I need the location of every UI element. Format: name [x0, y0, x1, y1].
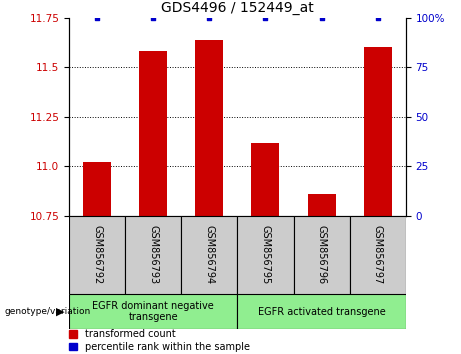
Bar [307, 194, 336, 216]
Bar [364, 47, 392, 216]
Legend: transformed count, percentile rank within the sample: transformed count, percentile rank withi… [69, 329, 250, 352]
Text: GSM856794: GSM856794 [204, 225, 214, 285]
Text: EGFR dominant negative
transgene: EGFR dominant negative transgene [92, 301, 214, 322]
Bar [69, 294, 237, 329]
Text: GSM856792: GSM856792 [92, 225, 102, 285]
Point [206, 15, 213, 21]
Bar [139, 51, 167, 216]
Bar [237, 294, 406, 329]
Text: GSM856796: GSM856796 [317, 225, 326, 285]
Bar [69, 216, 125, 294]
Text: genotype/variation: genotype/variation [5, 307, 91, 316]
Point [262, 15, 269, 21]
Point [374, 15, 381, 21]
Bar [349, 216, 406, 294]
Bar [294, 216, 349, 294]
Text: EGFR activated transgene: EGFR activated transgene [258, 307, 385, 316]
Point [94, 15, 101, 21]
Text: ▶: ▶ [56, 307, 65, 316]
Text: GSM856797: GSM856797 [372, 225, 383, 285]
Bar [181, 216, 237, 294]
Title: GDS4496 / 152449_at: GDS4496 / 152449_at [161, 1, 314, 15]
Text: GSM856793: GSM856793 [148, 225, 158, 285]
Bar [195, 40, 224, 216]
Bar [125, 216, 181, 294]
Bar [83, 162, 111, 216]
Bar [251, 143, 279, 216]
Text: GSM856795: GSM856795 [260, 225, 271, 285]
Point [318, 15, 325, 21]
Point [149, 15, 157, 21]
Bar [237, 216, 294, 294]
